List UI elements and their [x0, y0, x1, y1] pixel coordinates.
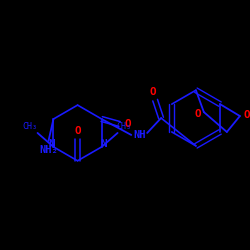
Text: O: O — [194, 109, 201, 119]
Text: NH: NH — [133, 130, 145, 140]
Text: O: O — [74, 126, 81, 136]
Text: CH₃: CH₃ — [116, 122, 131, 132]
Text: N: N — [100, 139, 107, 149]
Text: O: O — [244, 110, 250, 120]
Text: NH₂: NH₂ — [39, 145, 58, 155]
Text: N: N — [48, 139, 55, 149]
Text: CH₃: CH₃ — [22, 122, 37, 132]
Text: O: O — [124, 119, 131, 129]
Text: O: O — [150, 87, 156, 97]
